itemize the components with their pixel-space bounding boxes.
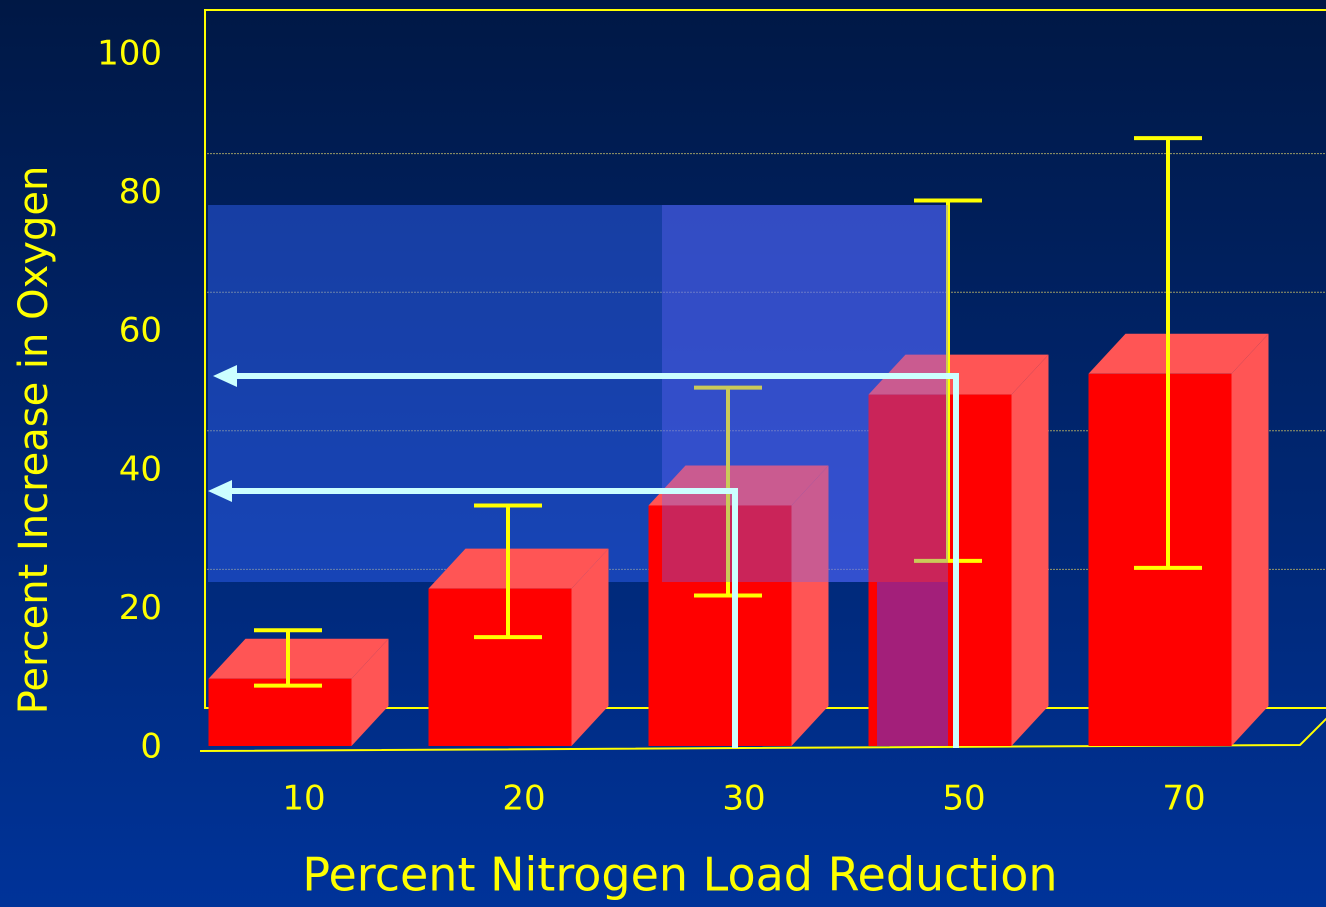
arrow-line: [228, 488, 738, 748]
floor: [199, 717, 1326, 752]
bar-side: [351, 638, 389, 746]
bar: [428, 588, 572, 746]
error-bar: [914, 198, 982, 563]
x-tick-label: 10: [282, 779, 325, 819]
arrow-head: [213, 365, 237, 387]
overlay: [877, 582, 948, 746]
y-tick-label: 20: [119, 588, 162, 628]
y-tick-label: 40: [119, 449, 162, 489]
bar: [648, 505, 792, 746]
y-tick-label: 80: [119, 172, 162, 212]
y-tick-label: 100: [97, 34, 162, 74]
x-tick-label: 50: [942, 779, 985, 819]
arrow-head: [208, 480, 232, 502]
error-bar: [474, 503, 542, 640]
plot-area: 0 20 40 60 80 100 10 20 30 50 70: [97, 9, 1326, 819]
bar-top: [648, 465, 829, 506]
x-tick-label: 70: [1162, 779, 1205, 819]
arrow-line: [233, 373, 959, 748]
error-bar: [254, 628, 322, 688]
bar-side: [571, 548, 609, 746]
bar: [1088, 373, 1232, 746]
y-axis-title: Percent Increase in Oxygen: [11, 166, 57, 715]
error-bar: [1134, 136, 1202, 570]
y-tick-label: 0: [140, 727, 162, 767]
bar-top: [428, 548, 609, 589]
x-tick-label: 30: [722, 779, 765, 819]
bar: [208, 678, 352, 746]
bar-side: [1231, 333, 1269, 746]
overlay: [662, 205, 948, 582]
bar-side: [791, 465, 829, 746]
bar-top: [208, 638, 389, 679]
x-axis-title: Percent Nitrogen Load Reduction: [302, 848, 1057, 902]
y-tick-label: 60: [119, 311, 162, 351]
bar-top: [1088, 333, 1269, 374]
bar-side: [1011, 354, 1049, 746]
x-tick-label: 20: [502, 779, 545, 819]
